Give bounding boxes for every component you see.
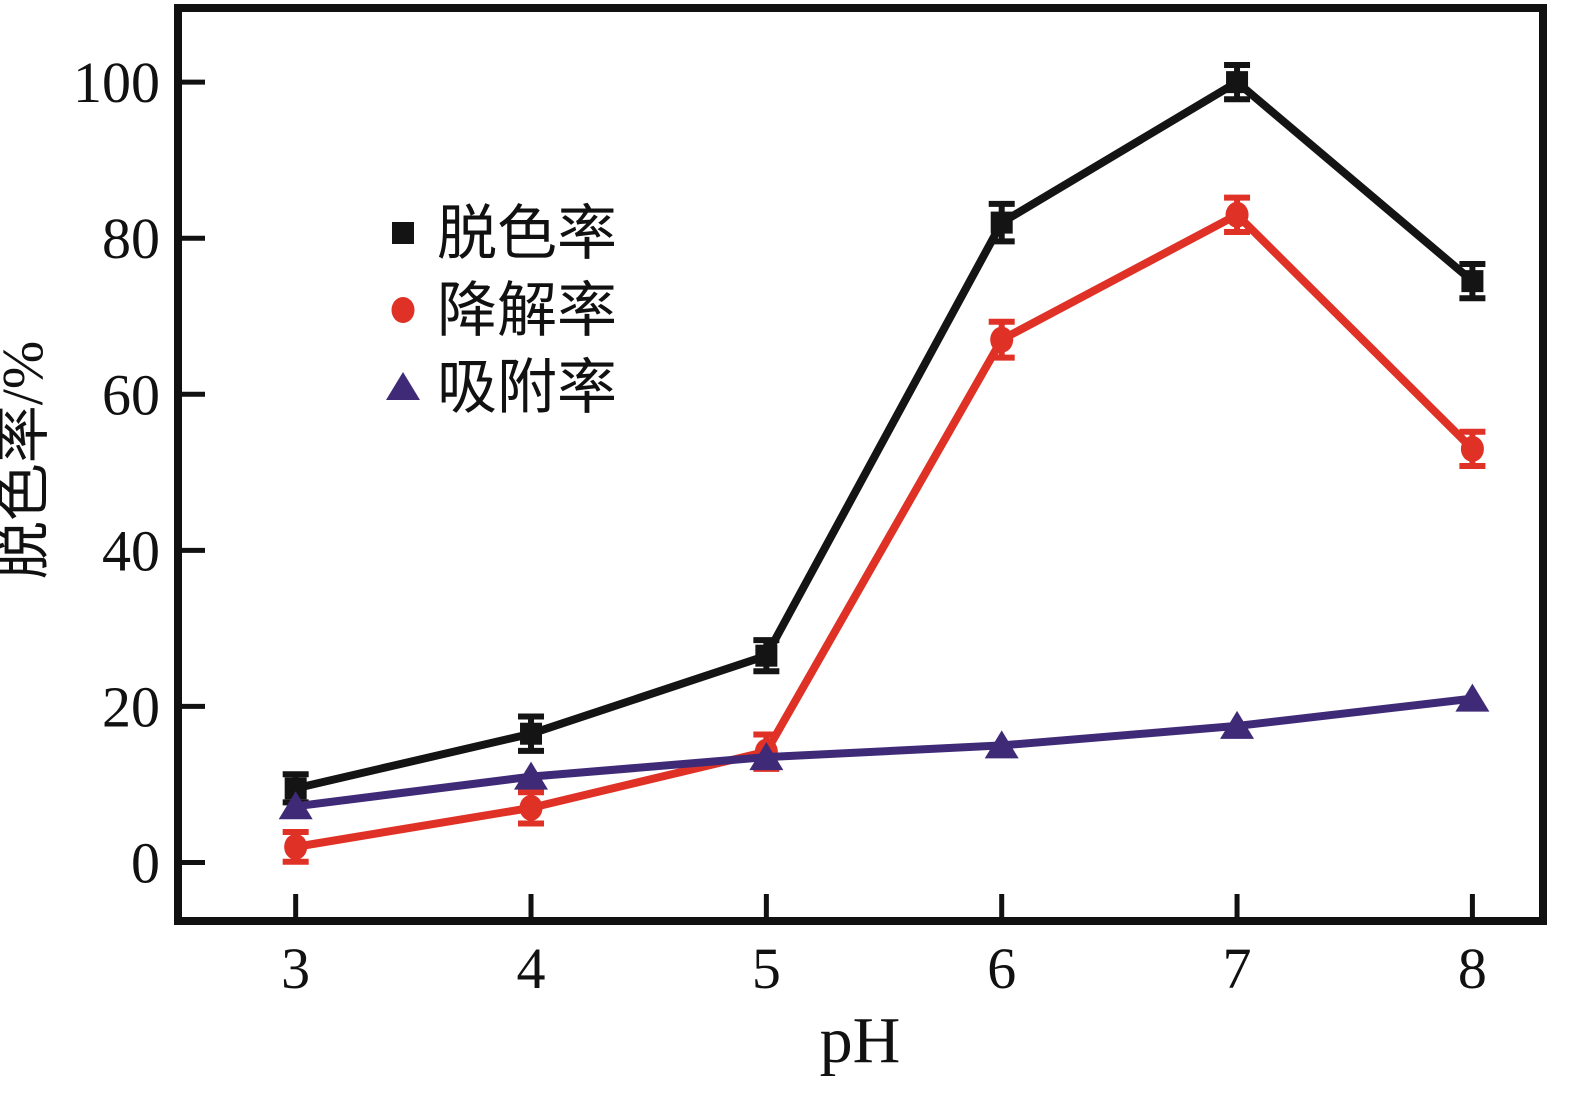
triangle-marker-adsorption-rate bbox=[278, 791, 313, 820]
x-tick-label: 3 bbox=[281, 936, 310, 1001]
legend-label-degradation-rate: 降解率 bbox=[437, 278, 617, 344]
y-tick-label: 0 bbox=[131, 830, 160, 895]
x-axis-title: pH bbox=[820, 1004, 901, 1077]
legend-marker-decolorization-rate bbox=[392, 222, 414, 244]
circle-marker-degradation-rate bbox=[1460, 435, 1484, 462]
plot-frame bbox=[174, 4, 1547, 925]
square-marker-decolorization-rate bbox=[1461, 270, 1484, 293]
triangle-marker-adsorption-rate bbox=[514, 761, 549, 790]
y-tick-label: 100 bbox=[73, 50, 160, 115]
legend-label-adsorption-rate: 吸附率 bbox=[437, 355, 617, 421]
legend-marker-adsorption-rate bbox=[386, 372, 420, 400]
square-marker-decolorization-rate bbox=[755, 644, 778, 667]
triangle-marker-adsorption-rate bbox=[1455, 683, 1490, 712]
triangle-marker-adsorption-rate bbox=[984, 730, 1019, 759]
y-tick-label: 20 bbox=[102, 674, 160, 739]
legend-marker-degradation-rate bbox=[391, 297, 415, 323]
square-marker-decolorization-rate bbox=[1226, 71, 1249, 94]
x-tick-label: 8 bbox=[1458, 936, 1487, 1001]
x-tick-label: 6 bbox=[987, 936, 1016, 1001]
y-tick-label: 40 bbox=[102, 518, 160, 583]
circle-marker-degradation-rate bbox=[284, 833, 308, 860]
y-axis-title: 脱色率/% bbox=[0, 341, 55, 579]
circle-marker-degradation-rate bbox=[990, 326, 1014, 353]
series-line-adsorption-rate bbox=[295, 694, 1473, 811]
series-line-degradation-rate bbox=[295, 209, 1476, 851]
series-line-decolorization-rate bbox=[294, 77, 1475, 793]
square-marker-decolorization-rate bbox=[284, 777, 307, 800]
circle-marker-degradation-rate bbox=[519, 794, 543, 821]
x-tick-label: 5 bbox=[752, 936, 781, 1001]
y-tick-label: 60 bbox=[102, 362, 160, 427]
legend-label-decolorization-rate: 脱色率 bbox=[437, 201, 617, 267]
triangle-marker-adsorption-rate bbox=[749, 742, 784, 771]
x-tick-label: 4 bbox=[517, 936, 546, 1001]
circle-marker-degradation-rate bbox=[1225, 201, 1249, 228]
y-tick-label: 80 bbox=[102, 206, 160, 271]
x-tick-label: 7 bbox=[1223, 936, 1252, 1001]
square-marker-decolorization-rate bbox=[520, 722, 543, 745]
triangle-marker-adsorption-rate bbox=[1220, 710, 1255, 739]
square-marker-decolorization-rate bbox=[990, 211, 1013, 234]
